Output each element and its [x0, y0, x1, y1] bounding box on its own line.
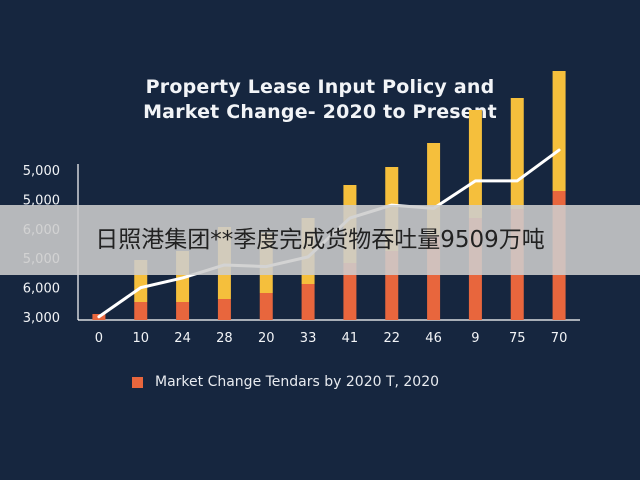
bar-segment-top: [468, 110, 482, 218]
overlay-banner-text: 日照港集团**季度完成货物吞吐量9509万吨: [95, 227, 545, 253]
bar-segment-bottom: [176, 302, 190, 320]
overlay-banner: 日照港集团**季度完成货物吞吐量9509万吨: [0, 205, 640, 275]
y-tick-label: 3,000: [23, 311, 60, 326]
x-tick-label: 0: [95, 331, 103, 346]
bar-segment-bottom: [217, 299, 231, 320]
x-tick-label: 10: [132, 331, 149, 346]
bar-segment-bottom: [343, 263, 357, 320]
legend-label: Market Change Tendars by 2020 T, 2020: [155, 374, 440, 390]
y-tick-label: 5,000: [23, 164, 60, 179]
bar-segment-top: [552, 71, 566, 191]
y-tick-label: 6,000: [23, 282, 60, 297]
chart-legend: Market Change Tendars by 2020 T, 2020: [132, 372, 439, 392]
chart-title-line-2: Market Change- 2020 to Present: [143, 101, 497, 123]
x-tick-label: 46: [425, 331, 442, 346]
x-tick-label: 20: [258, 331, 275, 346]
bar-segment-bottom: [134, 302, 148, 320]
x-tick-label: 22: [383, 331, 400, 346]
x-tick-label: 9: [471, 331, 479, 346]
bar-segment-top: [510, 98, 524, 209]
legend-swatch: [132, 376, 143, 388]
chart-title-line-1: Property Lease Input Policy and: [145, 76, 495, 98]
x-tick-label: 28: [216, 331, 233, 346]
x-tick-label: 75: [509, 331, 526, 346]
x-tick-label: 41: [342, 331, 359, 346]
bar-segment-bottom: [259, 293, 273, 320]
x-tick-label: 70: [551, 331, 568, 346]
bar-segment-bottom: [301, 284, 315, 320]
x-tick-label: 24: [174, 331, 191, 346]
y-tick-label: 5,000: [23, 193, 60, 208]
x-tick-label: 33: [300, 331, 317, 346]
